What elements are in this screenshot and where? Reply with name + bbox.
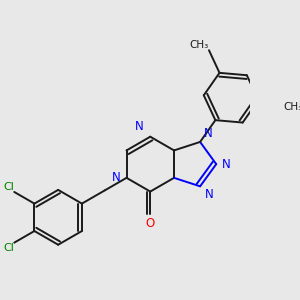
Text: N: N bbox=[112, 171, 121, 184]
Text: N: N bbox=[204, 127, 213, 140]
Text: CH₃: CH₃ bbox=[283, 102, 300, 112]
Text: CH₃: CH₃ bbox=[190, 40, 209, 50]
Text: O: O bbox=[146, 217, 155, 230]
Text: Cl: Cl bbox=[3, 243, 14, 253]
Text: Cl: Cl bbox=[3, 182, 14, 192]
Text: N: N bbox=[135, 120, 144, 133]
Text: N: N bbox=[205, 188, 213, 201]
Text: N: N bbox=[222, 158, 230, 171]
